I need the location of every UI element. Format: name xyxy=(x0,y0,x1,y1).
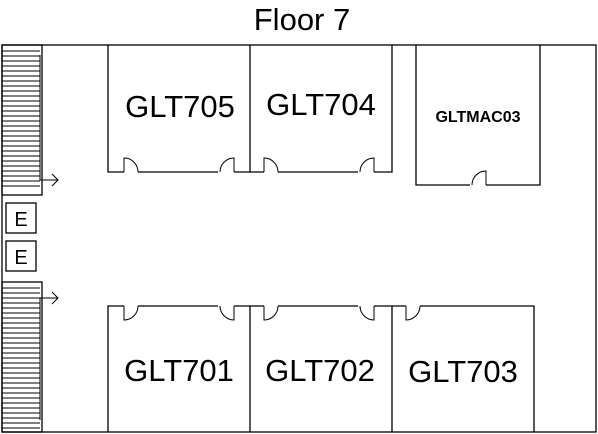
elevator-1-label: E xyxy=(14,209,27,231)
elevator-1: E xyxy=(6,203,36,233)
elevator-2: E xyxy=(6,241,36,271)
stairwell-top xyxy=(2,45,58,195)
room-glt704[interactable]: GLT704 xyxy=(250,45,392,172)
room-glt703-label: GLT703 xyxy=(408,354,518,389)
room-glt703[interactable]: GLT703 xyxy=(392,306,534,432)
room-glt705[interactable]: GLT705 xyxy=(108,45,250,172)
room-glt704-label: GLT704 xyxy=(266,87,376,122)
floor-title: Floor 7 xyxy=(254,2,350,37)
room-glt701-label: GLT701 xyxy=(124,353,234,388)
room-glt702-label: GLT702 xyxy=(265,353,375,388)
room-glt705-label: GLT705 xyxy=(125,89,235,124)
room-gltmac03[interactable]: GLTMAC03 xyxy=(416,45,540,185)
elevator-2-label: E xyxy=(14,247,27,269)
room-gltmac03-label: GLTMAC03 xyxy=(435,109,520,126)
room-glt702[interactable]: GLT702 xyxy=(250,306,392,432)
room-glt701[interactable]: GLT701 xyxy=(108,306,250,432)
stairwell-bottom xyxy=(2,282,58,432)
